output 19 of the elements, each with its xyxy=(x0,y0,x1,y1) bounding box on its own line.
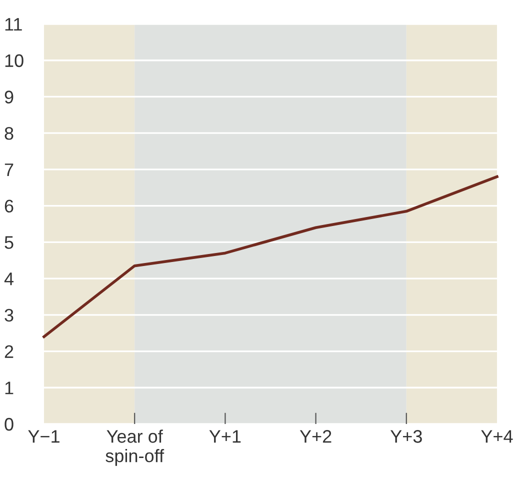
y-tick-label: 2 xyxy=(4,345,14,358)
y-tick-label: 3 xyxy=(4,308,14,322)
line-series xyxy=(42,175,498,338)
x-tick-label: Year of spin-off xyxy=(106,430,164,466)
y-tick-label: 11 xyxy=(5,18,22,31)
x-tick-label: Y−1 xyxy=(28,430,60,443)
x-tick-label: Y+4 xyxy=(481,430,513,443)
y-tick-label: 5 xyxy=(4,236,14,249)
y-tick-label: 4 xyxy=(4,272,14,286)
y-tick-label: 8 xyxy=(4,127,14,140)
x-tick-label: Y+2 xyxy=(300,430,332,443)
y-tick-label: 6 xyxy=(4,200,14,213)
x-tick-label: Y+3 xyxy=(390,430,422,443)
y-tick-label: 0 xyxy=(4,418,14,431)
y-tick-label: 1 xyxy=(5,382,14,394)
y-tick-label: 10 xyxy=(5,54,24,68)
y-tick-label: 7 xyxy=(4,164,14,176)
y-tick-label: 9 xyxy=(4,90,14,104)
x-tick-label: Y+1 xyxy=(209,430,241,443)
